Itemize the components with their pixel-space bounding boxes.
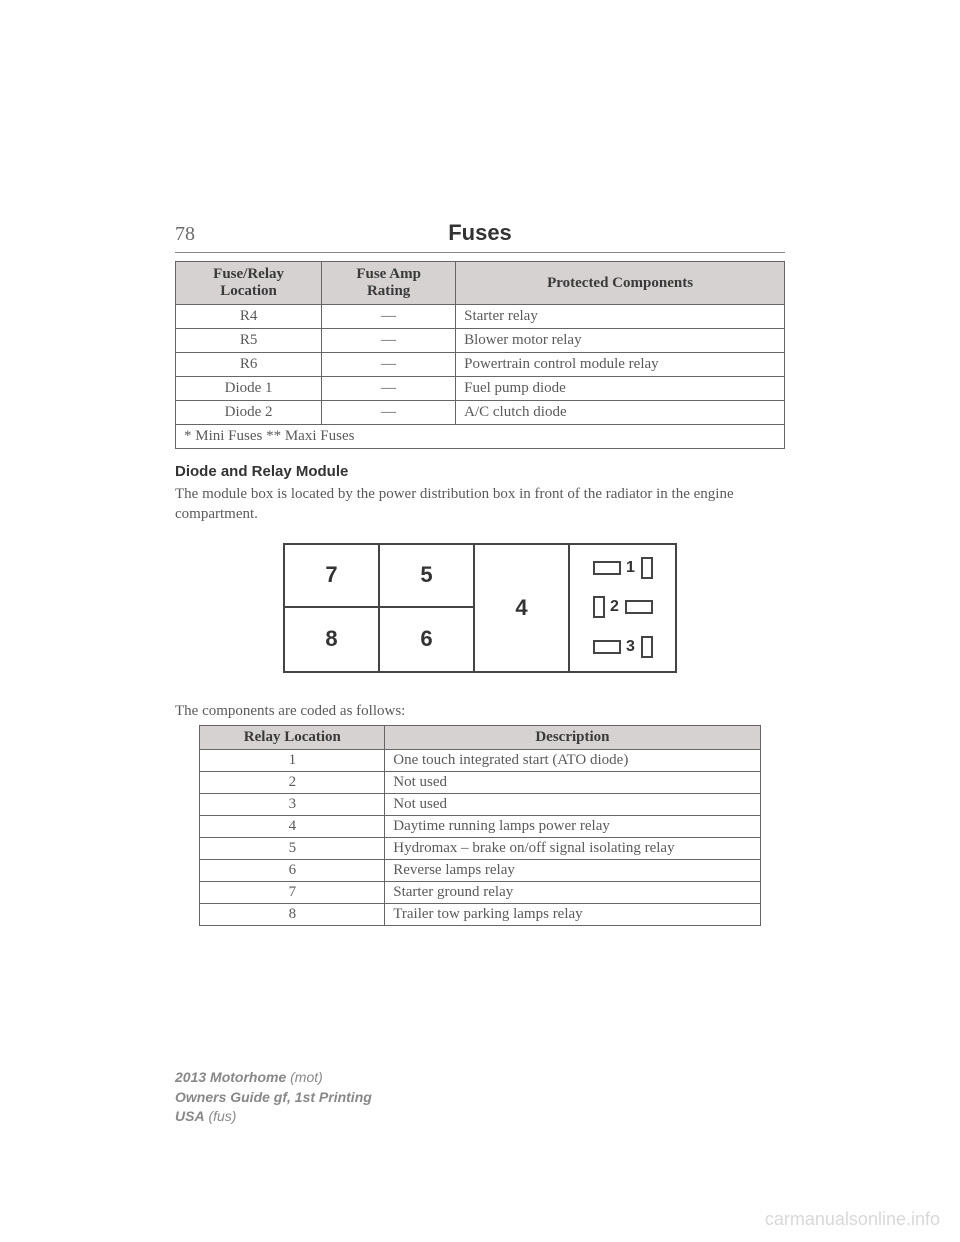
footer-model-suffix: (mot) bbox=[286, 1069, 323, 1085]
diagram-slot-3: 3 bbox=[578, 636, 667, 658]
table-row: Diode 2 — A/C clutch diode bbox=[176, 401, 785, 425]
footer-line-1: 2013 Motorhome (mot) bbox=[175, 1068, 372, 1088]
fuse-loc: R5 bbox=[176, 329, 322, 353]
fuse-desc: Blower motor relay bbox=[456, 329, 785, 353]
watermark: carmanualsonline.info bbox=[765, 1209, 940, 1230]
relay-loc: 4 bbox=[200, 815, 385, 837]
fuse-header-components: Protected Components bbox=[456, 262, 785, 305]
footer-line-3: USA (fus) bbox=[175, 1107, 372, 1127]
fuse-amp: — bbox=[322, 377, 456, 401]
diagram-grid: 7 5 8 6 bbox=[285, 545, 475, 671]
diagram-container: 7 5 8 6 4 1 2 3 bbox=[175, 543, 785, 673]
fuse-amp: — bbox=[322, 353, 456, 377]
fuse-amp: — bbox=[322, 329, 456, 353]
relay-loc: 1 bbox=[200, 749, 385, 771]
diagram-slot-1: 1 bbox=[578, 557, 667, 579]
table-row: 7Starter ground relay bbox=[200, 881, 760, 903]
relay-header-description: Description bbox=[385, 725, 760, 749]
relay-loc: 8 bbox=[200, 903, 385, 925]
relay-loc: 2 bbox=[200, 771, 385, 793]
relay-desc: Not used bbox=[385, 793, 760, 815]
page-content: 78 Fuses Fuse/Relay Location Fuse Amp Ra… bbox=[0, 0, 960, 926]
table-row: R5 — Blower motor relay bbox=[176, 329, 785, 353]
diagram-cell-7: 7 bbox=[285, 545, 380, 608]
fuse-desc: A/C clutch diode bbox=[456, 401, 785, 425]
slot-shape-icon bbox=[641, 557, 653, 579]
table-row: Diode 1 — Fuel pump diode bbox=[176, 377, 785, 401]
diagram-slot-2: 2 bbox=[578, 596, 667, 618]
slot-label: 3 bbox=[625, 638, 637, 656]
subheading: Diode and Relay Module bbox=[175, 463, 785, 480]
footer-model: 2013 Motorhome bbox=[175, 1069, 286, 1085]
table-row: 8Trailer tow parking lamps relay bbox=[200, 903, 760, 925]
slot-shape-icon bbox=[625, 600, 653, 614]
fuse-desc: Starter relay bbox=[456, 305, 785, 329]
fuse-loc: Diode 2 bbox=[176, 401, 322, 425]
fuse-header-location: Fuse/Relay Location bbox=[176, 262, 322, 305]
relay-loc: 7 bbox=[200, 881, 385, 903]
table-row: R6 — Powertrain control module relay bbox=[176, 353, 785, 377]
fuse-desc: Powertrain control module relay bbox=[456, 353, 785, 377]
relay-desc: Hydromax – brake on/off signal isolating… bbox=[385, 837, 760, 859]
relay-loc: 5 bbox=[200, 837, 385, 859]
relay-desc: Starter ground relay bbox=[385, 881, 760, 903]
table-row: R4 — Starter relay bbox=[176, 305, 785, 329]
fuse-table: Fuse/Relay Location Fuse Amp Rating Prot… bbox=[175, 261, 785, 449]
relay-diagram: 7 5 8 6 4 1 2 3 bbox=[283, 543, 677, 673]
fuse-loc: R6 bbox=[176, 353, 322, 377]
table-row: 2Not used bbox=[200, 771, 760, 793]
section-title: Fuses bbox=[175, 220, 785, 246]
fuse-footnote: * Mini Fuses ** Maxi Fuses bbox=[176, 425, 785, 449]
slot-shape-icon bbox=[593, 596, 605, 618]
fuse-loc: Diode 1 bbox=[176, 377, 322, 401]
footer-region: USA bbox=[175, 1108, 205, 1124]
relay-loc: 3 bbox=[200, 793, 385, 815]
table-row: 1One touch integrated start (ATO diode) bbox=[200, 749, 760, 771]
body-paragraph: The module box is located by the power d… bbox=[175, 484, 785, 525]
slot-label: 2 bbox=[609, 598, 621, 616]
relay-desc: One touch integrated start (ATO diode) bbox=[385, 749, 760, 771]
fuse-amp: — bbox=[322, 401, 456, 425]
diagram-slots: 1 2 3 bbox=[570, 545, 675, 671]
slot-shape-icon bbox=[593, 561, 621, 575]
table-row: 6Reverse lamps relay bbox=[200, 859, 760, 881]
relay-table: Relay Location Description 1One touch in… bbox=[199, 725, 760, 926]
fuse-footnote-row: * Mini Fuses ** Maxi Fuses bbox=[176, 425, 785, 449]
diagram-cell-4: 4 bbox=[475, 545, 570, 671]
table-row: 3Not used bbox=[200, 793, 760, 815]
table-row: 5Hydromax – brake on/off signal isolatin… bbox=[200, 837, 760, 859]
fuse-loc: R4 bbox=[176, 305, 322, 329]
diagram-cell-5: 5 bbox=[380, 545, 475, 608]
diagram-cell-8: 8 bbox=[285, 608, 380, 671]
relay-desc: Not used bbox=[385, 771, 760, 793]
page-header: 78 Fuses bbox=[175, 220, 785, 253]
slot-label: 1 bbox=[625, 559, 637, 577]
fuse-header-amp: Fuse Amp Rating bbox=[322, 262, 456, 305]
footer-line-2: Owners Guide gf, 1st Printing bbox=[175, 1088, 372, 1108]
relay-desc: Trailer tow parking lamps relay bbox=[385, 903, 760, 925]
table-row: 4Daytime running lamps power relay bbox=[200, 815, 760, 837]
relay-desc: Reverse lamps relay bbox=[385, 859, 760, 881]
relay-desc: Daytime running lamps power relay bbox=[385, 815, 760, 837]
slot-shape-icon bbox=[593, 640, 621, 654]
fuse-amp: — bbox=[322, 305, 456, 329]
diagram-cell-6: 6 bbox=[380, 608, 475, 671]
page-footer: 2013 Motorhome (mot) Owners Guide gf, 1s… bbox=[175, 1068, 372, 1127]
coded-intro: The components are coded as follows: bbox=[175, 701, 785, 721]
slot-shape-icon bbox=[641, 636, 653, 658]
footer-region-suffix: (fus) bbox=[205, 1108, 237, 1124]
fuse-desc: Fuel pump diode bbox=[456, 377, 785, 401]
relay-loc: 6 bbox=[200, 859, 385, 881]
relay-header-location: Relay Location bbox=[200, 725, 385, 749]
